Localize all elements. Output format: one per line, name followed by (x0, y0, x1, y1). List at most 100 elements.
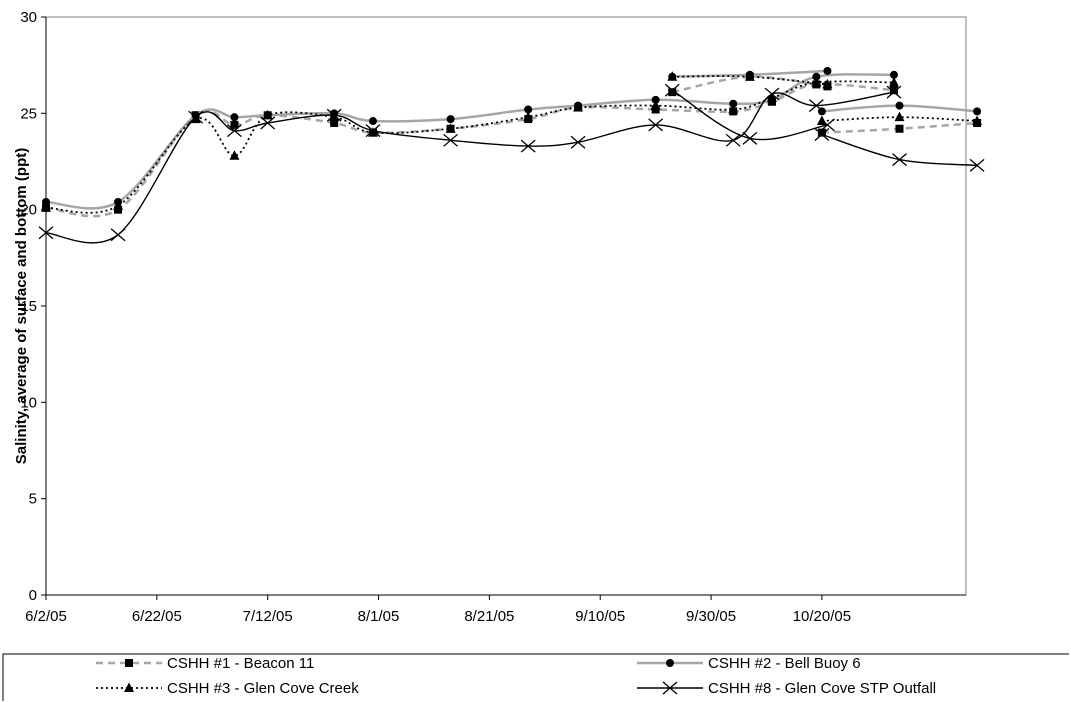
series-4-point (808, 99, 824, 113)
series-4-point (326, 108, 342, 122)
series-2-point (651, 95, 660, 104)
series-3-point (822, 78, 833, 89)
series-2-point (895, 101, 904, 110)
series-3-point (972, 115, 983, 126)
y-tick-label: 15 (20, 298, 37, 315)
series-2-point (729, 99, 738, 108)
plot-border (45, 16, 967, 596)
series-3-point (229, 150, 240, 160)
plot-area (45, 16, 967, 596)
series-3-point (650, 100, 661, 110)
y-tick-label: 5 (29, 491, 37, 508)
legend-entry-2-point (666, 659, 674, 667)
series-2 (42, 66, 982, 210)
series-3-point (367, 127, 378, 137)
series-4-point (742, 131, 758, 145)
series-4-line (821, 133, 978, 167)
series-2-point (973, 107, 982, 116)
y-tick-label: 10 (20, 394, 37, 411)
series-4-point (188, 110, 204, 124)
legend-entry-2: CSHH #2 - Bell Buoy 6 (637, 655, 861, 672)
x-tick-label: 6/2/05 (25, 608, 67, 625)
legend-entry-1-point (125, 659, 133, 667)
y-axis-title: Salinity, average of surface and bottom … (13, 148, 30, 464)
series-4-point (886, 85, 902, 99)
legend-entry-4: CSHH #8 - Glen Cove STP Outfall (637, 680, 936, 697)
x-tick-label: 10/20/05 (793, 608, 851, 625)
series-1-point (330, 118, 339, 127)
series-1 (42, 72, 982, 218)
series-4-point (648, 118, 664, 132)
series-2-point (812, 72, 821, 81)
series-4-point (892, 153, 907, 167)
series-4-point (725, 133, 741, 147)
legend-entry-4-label: CSHH #8 - Glen Cove STP Outfall (708, 680, 936, 697)
series-1-line (672, 75, 828, 94)
series-4-line (45, 91, 895, 244)
series-4-point (814, 128, 830, 142)
series-4-line (671, 89, 828, 141)
series-3-point (445, 123, 456, 133)
series-3-point (262, 109, 273, 120)
y-tick-label: 30 (20, 9, 37, 26)
series-3-point (894, 111, 905, 122)
legend-entry-1-label: CSHH #1 - Beacon 11 (167, 655, 314, 672)
legend-entry-3: CSHH #3 - Glen Cove Creek (96, 680, 359, 697)
series-4-point (520, 139, 536, 153)
series-2-point (230, 113, 239, 122)
series-2-point (42, 197, 50, 206)
series-2-point (823, 66, 832, 75)
y-tick-label: 25 (20, 105, 37, 122)
series-3-point (744, 71, 755, 81)
legend-entry-2-label: CSHH #2 - Bell Buoy 6 (708, 655, 861, 672)
series-3-point (728, 103, 739, 114)
series-4-point (570, 135, 586, 149)
series-3-point (811, 77, 822, 87)
series-4-point (764, 87, 780, 101)
series-1-point (895, 124, 904, 133)
series-4-point (227, 124, 242, 138)
series-2-line (45, 73, 895, 210)
series-3-point (329, 111, 340, 122)
series-3-point (667, 71, 678, 81)
series-4-point (664, 83, 680, 97)
legend-entry-3-label: CSHH #3 - Glen Cove Creek (167, 680, 359, 697)
series-4-point (260, 116, 276, 130)
series-1-point (230, 120, 239, 129)
legend: CSHH #1 - Beacon 11 CSHH #2 - Bell Buoy 6… (2, 653, 1069, 701)
series-3-point (523, 111, 534, 122)
legend-entry-4-point (662, 681, 678, 695)
series-4-point (110, 228, 126, 242)
x-tick-label: 8/21/05 (464, 608, 514, 625)
series-4-point (820, 118, 835, 132)
series-3 (41, 71, 983, 214)
x-tick-label: 8/1/05 (358, 608, 400, 625)
series-2-point (368, 117, 377, 126)
series-1-point (889, 86, 898, 95)
legend-entry-1: CSHH #1 - Beacon 11 (96, 655, 314, 672)
y-tick-label: 20 (20, 202, 37, 219)
series-4-point (443, 133, 459, 147)
series-1-point (668, 88, 677, 97)
series-layer (38, 66, 985, 244)
x-tick-label: 7/12/05 (243, 608, 293, 625)
legend-border (2, 653, 1069, 701)
series-2-point (446, 115, 455, 124)
x-axis: 6/2/05 6/22/05 7/12/05 8/1/05 8/21/05 9/10/05… (25, 594, 966, 625)
series-3-point (767, 92, 778, 102)
series-3-point (41, 202, 51, 212)
series-2-point (524, 105, 533, 114)
series-1-point (817, 128, 826, 137)
x-tick-label: 9/10/05 (575, 608, 625, 625)
series-3-point (190, 113, 201, 124)
series-3-point (113, 200, 124, 210)
series-4-point (38, 226, 54, 240)
series-2-point (889, 70, 898, 79)
series-3-point (573, 102, 584, 112)
x-tick-label: 9/30/05 (686, 608, 736, 625)
series-4-point (969, 158, 985, 172)
x-tick-label: 6/22/05 (132, 608, 182, 625)
y-axis: 0 5 10 15 20 25 30 (20, 9, 47, 604)
series-4 (38, 83, 985, 244)
